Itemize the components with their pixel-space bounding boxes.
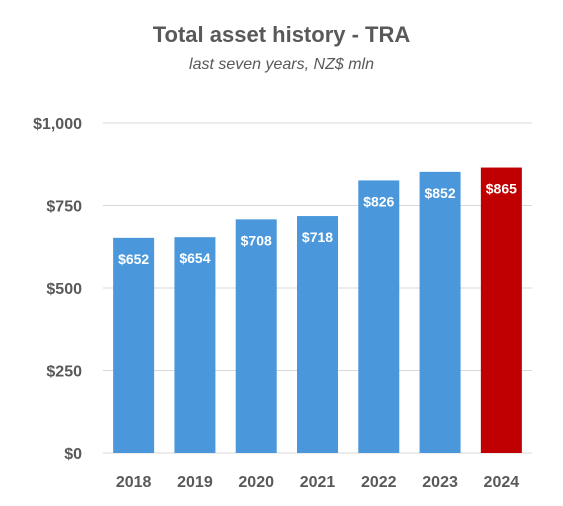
y-tick-label: $750 bbox=[46, 199, 82, 216]
data-label-2023: $852 bbox=[424, 185, 455, 201]
bar-2020 bbox=[235, 219, 277, 453]
data-label-2021: $718 bbox=[302, 229, 333, 245]
y-tick-label: $500 bbox=[46, 281, 82, 298]
bar-2022 bbox=[358, 180, 400, 454]
bar-2021 bbox=[297, 216, 338, 453]
x-tick-label-2020: 2020 bbox=[238, 474, 274, 491]
x-tick-label-2023: 2023 bbox=[422, 474, 458, 491]
x-tick-label-2024: 2024 bbox=[484, 474, 520, 491]
bar-2024 bbox=[480, 167, 522, 454]
data-label-2018: $652 bbox=[118, 251, 149, 267]
y-tick-label: $0 bbox=[64, 446, 82, 463]
y-tick-label: $250 bbox=[46, 364, 82, 381]
x-tick-label-2019: 2019 bbox=[177, 474, 213, 491]
data-label-2019: $654 bbox=[179, 250, 210, 266]
x-tick-label-2022: 2022 bbox=[361, 474, 397, 491]
data-label-2022: $826 bbox=[363, 193, 394, 209]
y-tick-label: $1,000 bbox=[33, 116, 82, 133]
x-tick-label-2021: 2021 bbox=[300, 474, 336, 491]
x-tick-label-2018: 2018 bbox=[116, 474, 152, 491]
data-label-2020: $708 bbox=[241, 232, 272, 248]
chart-title: Total asset history - TRA bbox=[152, 22, 411, 47]
data-label-2024: $865 bbox=[486, 181, 517, 197]
bar-2019 bbox=[174, 237, 216, 453]
bar-2018 bbox=[113, 237, 155, 453]
chart-subtitle: last seven years, NZ$ mln bbox=[189, 56, 374, 73]
bar-2023 bbox=[419, 171, 461, 453]
